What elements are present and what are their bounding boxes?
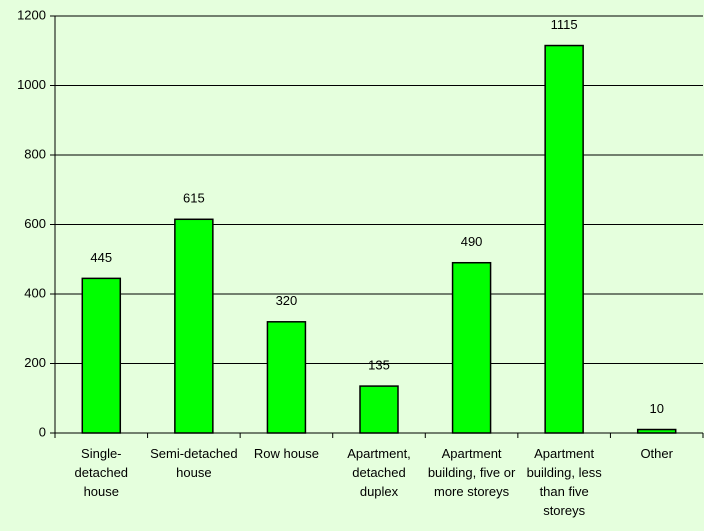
x-tick-label: Row house [253,446,319,461]
data-label: 615 [183,191,205,206]
y-tick-label: 1000 [17,77,46,92]
bar [636,428,677,434]
y-tick-label: 1200 [17,7,46,22]
data-label: 1115 [551,17,578,32]
bar [81,277,122,434]
bar [451,261,492,434]
y-tick-label: 200 [24,355,46,370]
x-tick-label: Semi-detached house [150,446,238,480]
y-tick-label: 600 [24,216,46,231]
x-tick-label: Apartment building, less than five store… [526,446,602,518]
x-tick-label: Single-detached house [74,446,129,499]
bar [544,44,584,434]
bar [266,321,307,434]
y-tick-label: 800 [24,146,46,161]
bar [174,218,214,434]
data-label: 320 [276,293,298,308]
x-tick-label: Other [640,446,673,461]
bar [359,385,399,434]
data-label: 135 [368,358,390,373]
data-label: 445 [90,250,112,265]
y-tick-label: 0 [39,424,46,439]
data-label: 10 [649,401,663,416]
x-tick-label: Apartment, detached duplex [347,446,411,499]
data-label: 490 [461,234,483,249]
y-tick-label: 400 [24,285,46,300]
x-tick-label: Apartment building, five or more storeys [427,446,516,499]
